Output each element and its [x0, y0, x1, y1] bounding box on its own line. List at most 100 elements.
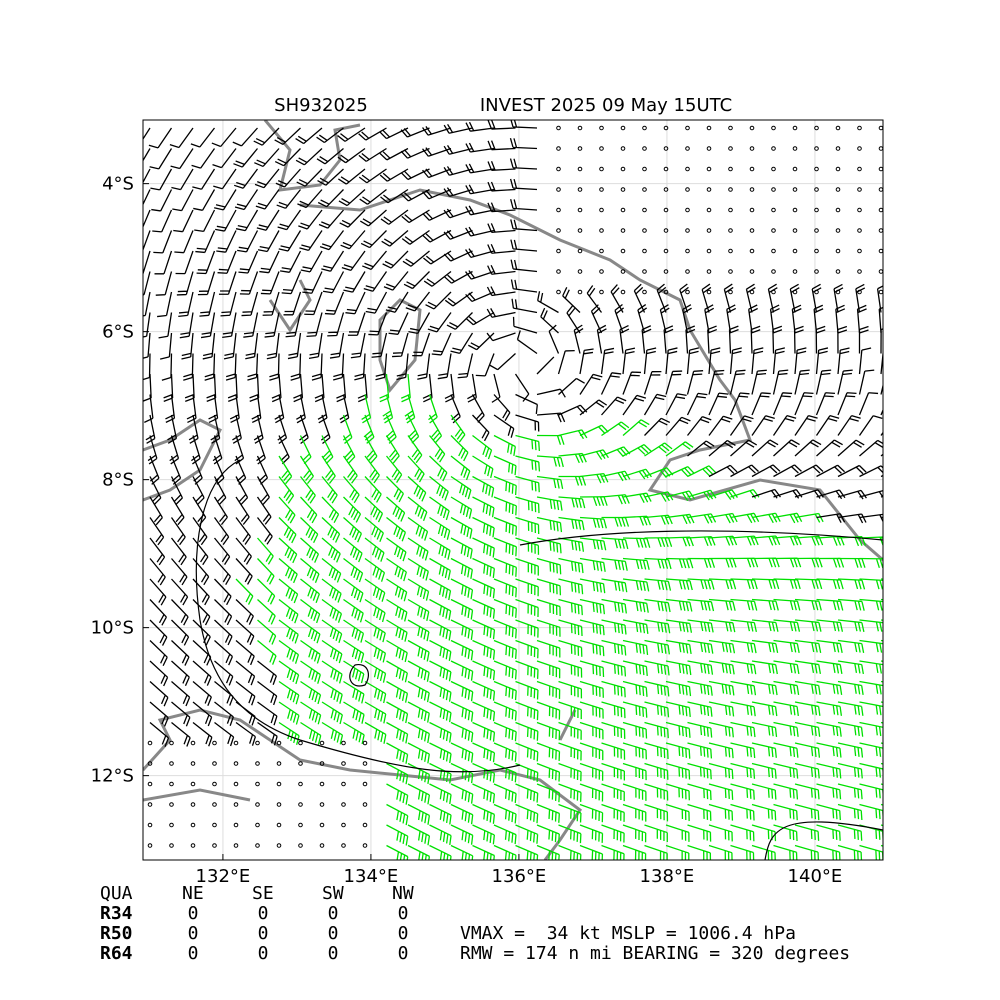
calm-marker: [663, 248, 669, 254]
wind-barb: [794, 369, 810, 395]
wind-barb: [772, 325, 783, 354]
wind-barb: [472, 496, 495, 518]
wind-barb: [579, 619, 605, 636]
wind-barb: [880, 350, 883, 375]
wind-barb: [192, 537, 209, 566]
calm-marker: [663, 125, 669, 131]
wind-barb: [730, 512, 760, 524]
wind-barb: [407, 598, 430, 621]
wind-barb: [601, 803, 625, 822]
wind-barb: [643, 393, 667, 416]
calm-marker: [878, 248, 883, 254]
wind-barb: [708, 783, 734, 800]
wind-barb: [579, 473, 609, 484]
wind-barb: [687, 762, 712, 780]
calm-marker: [620, 207, 626, 213]
wind-barb: [214, 599, 233, 626]
calm-marker: [685, 248, 690, 254]
wind-barb: [665, 639, 692, 655]
calm-marker: [642, 228, 647, 233]
wind-barb: [730, 489, 760, 499]
wind-barb: [266, 332, 280, 360]
wind-barb: [306, 312, 323, 338]
calm-marker: [663, 289, 669, 295]
wind-barb: [257, 537, 274, 565]
wind-barb: [386, 476, 404, 503]
wind-barb: [343, 537, 363, 563]
wind-barb: [487, 120, 516, 130]
calm-marker: [341, 802, 346, 807]
wind-barb: [197, 271, 216, 296]
wind-barb: [212, 435, 223, 465]
wind-barb: [181, 332, 194, 360]
calm-marker: [276, 761, 282, 766]
wind-barb: [245, 332, 259, 360]
wind-barb: [579, 348, 594, 375]
wind-barb: [536, 824, 560, 844]
calm-marker: [620, 166, 626, 172]
wind-barb: [450, 496, 473, 519]
calm-marker: [663, 228, 669, 233]
wind-barb: [665, 701, 691, 718]
calm-marker: [642, 207, 647, 213]
wind-barb: [235, 496, 250, 525]
wind-barb: [601, 598, 627, 614]
wind-barb: [493, 824, 517, 845]
wind-barb: [171, 599, 189, 626]
wind-barb: [665, 762, 691, 780]
wind-barb: [773, 464, 802, 478]
wind-barb: [708, 844, 733, 860]
wind-barb: [465, 142, 495, 153]
row-label: R64: [100, 943, 133, 964]
wind-barb: [579, 680, 604, 698]
wind-barb: [143, 250, 151, 275]
coastline: [263, 120, 883, 562]
wind-barb: [558, 578, 584, 595]
wind-barb: [880, 578, 883, 580]
wind-barb: [622, 680, 648, 697]
wind-barb: [300, 721, 322, 745]
wind-barb: [213, 537, 231, 565]
wind-barb: [536, 578, 562, 596]
calm-marker: [771, 146, 776, 151]
wind-barb: [155, 271, 173, 296]
calm-marker: [341, 740, 346, 746]
calm-marker: [620, 289, 626, 295]
coastline: [268, 279, 422, 394]
wind-barb: [354, 353, 366, 381]
wind-barb: [859, 803, 883, 821]
wind-barb: [622, 537, 651, 548]
table-cell: 0: [398, 903, 409, 924]
wind-barb: [665, 660, 692, 676]
calm-marker: [728, 269, 733, 274]
wind-barb: [880, 619, 883, 621]
wind-barb: [708, 512, 738, 524]
calm-marker: [685, 125, 690, 131]
wind-barb: [515, 721, 539, 741]
wind-barb: [665, 441, 694, 457]
wind-barb: [601, 619, 627, 635]
wind-barb: [174, 230, 194, 254]
wind-barb: [450, 475, 472, 500]
wind-barb: [493, 660, 517, 680]
wind-barb: [278, 558, 298, 584]
wind-barb: [493, 537, 517, 557]
wind-barb: [257, 230, 280, 253]
wind-barb: [491, 373, 501, 403]
calm-marker: [620, 187, 626, 192]
calm-marker: [620, 146, 626, 151]
wind-barb: [450, 537, 473, 559]
wind-barb: [750, 325, 761, 354]
wind-barb: [472, 598, 496, 619]
wind-barb: [794, 578, 823, 590]
isobar: [349, 663, 369, 687]
wind-barb: [751, 439, 779, 457]
wind-barb: [773, 578, 801, 590]
wind-barb: [751, 512, 781, 524]
wind-barb: [401, 229, 430, 245]
wind-barb: [343, 578, 364, 603]
wind-barb: [472, 824, 495, 845]
calm-marker: [620, 269, 626, 274]
wind-barb: [407, 435, 423, 464]
wind-barb: [579, 721, 604, 740]
